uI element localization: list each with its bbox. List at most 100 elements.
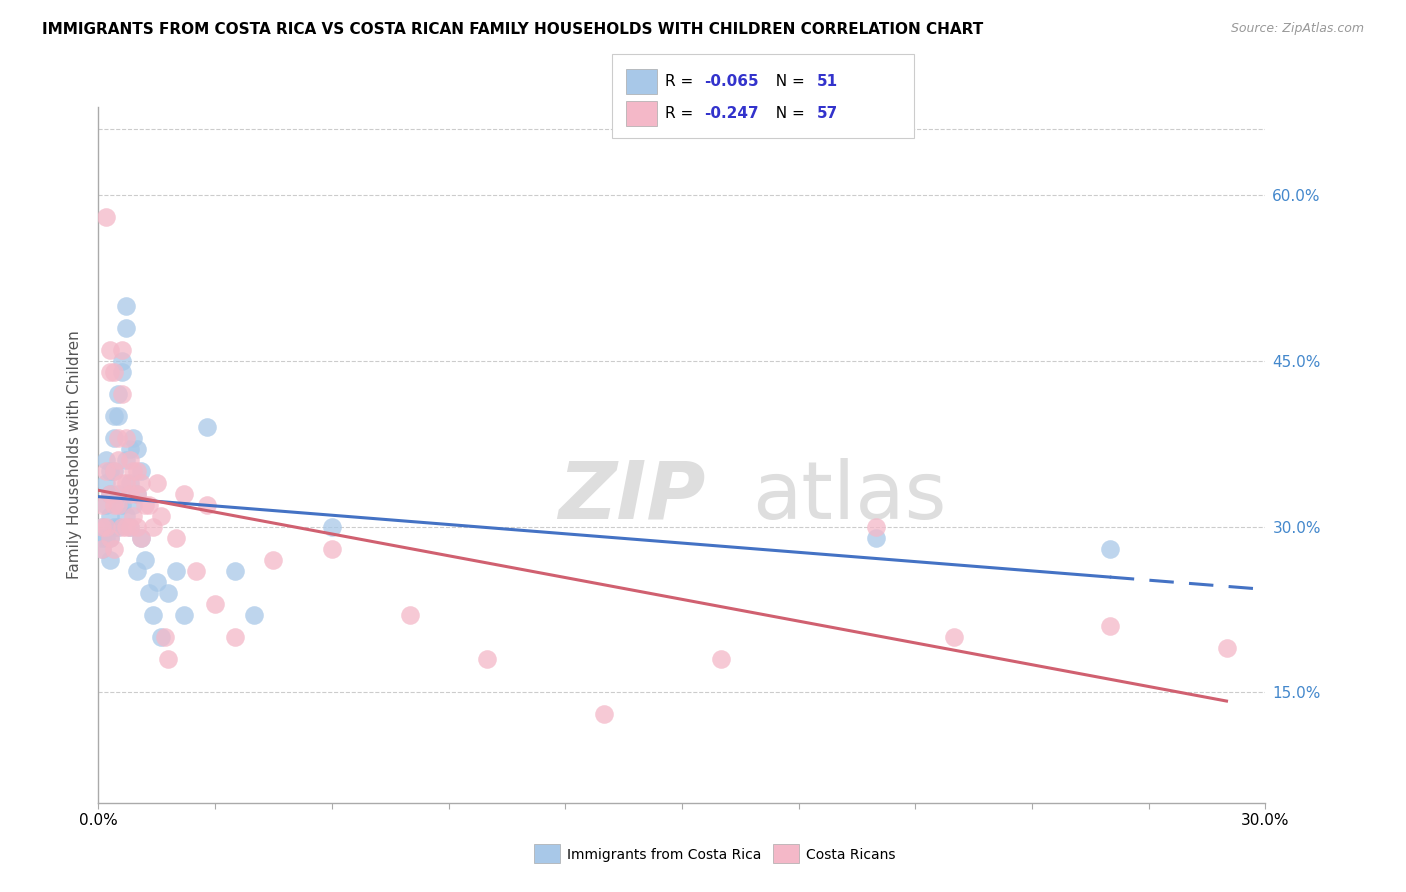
Point (111, 387, 134, 401)
Point (96, 475, 118, 490)
Point (114, 475, 136, 490)
Text: ZIP: ZIP (558, 458, 706, 536)
Point (243, 608, 266, 623)
Point (111, 354, 134, 368)
Text: IMMIGRANTS FROM COSTA RICA VS COSTA RICAN FAMILY HOUSEHOLDS WITH CHILDREN CORREL: IMMIGRANTS FROM COSTA RICA VS COSTA RICA… (42, 22, 983, 37)
Point (398, 608, 420, 623)
Point (111, 475, 134, 490)
Point (129, 465, 152, 479)
Point (195, 420, 218, 434)
Point (91, 531, 114, 545)
Point (204, 597, 226, 611)
Point (98, 343, 121, 357)
Point (103, 409, 125, 424)
Point (103, 498, 125, 512)
Text: N =: N = (766, 74, 810, 89)
Point (114, 519, 136, 533)
Point (157, 652, 180, 666)
Point (118, 486, 141, 500)
Point (134, 498, 156, 512)
Point (173, 486, 195, 500)
Point (127, 442, 149, 457)
Point (865, 531, 887, 545)
Point (91, 498, 114, 512)
Point (122, 508, 145, 523)
Point (138, 498, 160, 512)
Point (146, 574, 169, 589)
Y-axis label: Family Households with Children: Family Households with Children (67, 331, 83, 579)
Point (91, 541, 114, 556)
Point (98, 531, 121, 545)
Point (153, 630, 176, 644)
Point (111, 519, 134, 533)
Text: N =: N = (766, 106, 810, 120)
Point (195, 498, 218, 512)
Point (165, 564, 187, 578)
Point (943, 630, 966, 644)
Point (114, 508, 136, 523)
Point (107, 409, 129, 424)
Point (1098, 541, 1121, 556)
Point (118, 453, 141, 467)
Point (96, 211, 118, 225)
Point (91, 541, 114, 556)
Point (129, 531, 152, 545)
Point (107, 387, 129, 401)
Point (122, 431, 145, 445)
Point (98, 508, 121, 523)
Point (262, 553, 284, 567)
Point (127, 519, 149, 533)
Point (165, 531, 187, 545)
Point (98, 486, 121, 500)
Point (114, 431, 136, 445)
Point (1215, 641, 1237, 656)
Point (96, 531, 118, 545)
Point (114, 453, 136, 467)
Point (593, 707, 616, 722)
Point (122, 498, 145, 512)
Point (127, 564, 149, 578)
Point (321, 519, 343, 533)
Point (107, 486, 129, 500)
Text: Costa Ricans: Costa Ricans (806, 847, 896, 862)
Point (149, 630, 172, 644)
Point (91, 519, 114, 533)
Point (118, 519, 141, 533)
Point (103, 541, 125, 556)
Text: 51: 51 (817, 74, 838, 89)
Point (149, 508, 172, 523)
Point (118, 442, 141, 457)
Point (103, 519, 125, 533)
Point (98, 553, 121, 567)
Text: -0.247: -0.247 (704, 106, 759, 120)
Point (98, 531, 121, 545)
Point (107, 453, 129, 467)
Point (129, 531, 152, 545)
Text: R =: R = (665, 106, 699, 120)
Point (96, 465, 118, 479)
Point (173, 608, 195, 623)
Point (111, 343, 134, 357)
Point (103, 365, 125, 379)
Point (98, 465, 121, 479)
Point (224, 630, 246, 644)
Point (184, 564, 207, 578)
Point (96, 519, 118, 533)
Point (142, 608, 165, 623)
Point (118, 475, 141, 490)
Point (114, 321, 136, 335)
Point (134, 553, 156, 567)
Point (122, 465, 145, 479)
Point (103, 465, 125, 479)
Point (710, 652, 733, 666)
Point (111, 365, 134, 379)
Point (127, 465, 149, 479)
Point (114, 299, 136, 313)
Point (146, 475, 169, 490)
Point (138, 586, 160, 600)
Point (321, 541, 343, 556)
Point (118, 519, 141, 533)
Point (96, 498, 118, 512)
Text: atlas: atlas (752, 458, 946, 536)
Point (103, 431, 125, 445)
